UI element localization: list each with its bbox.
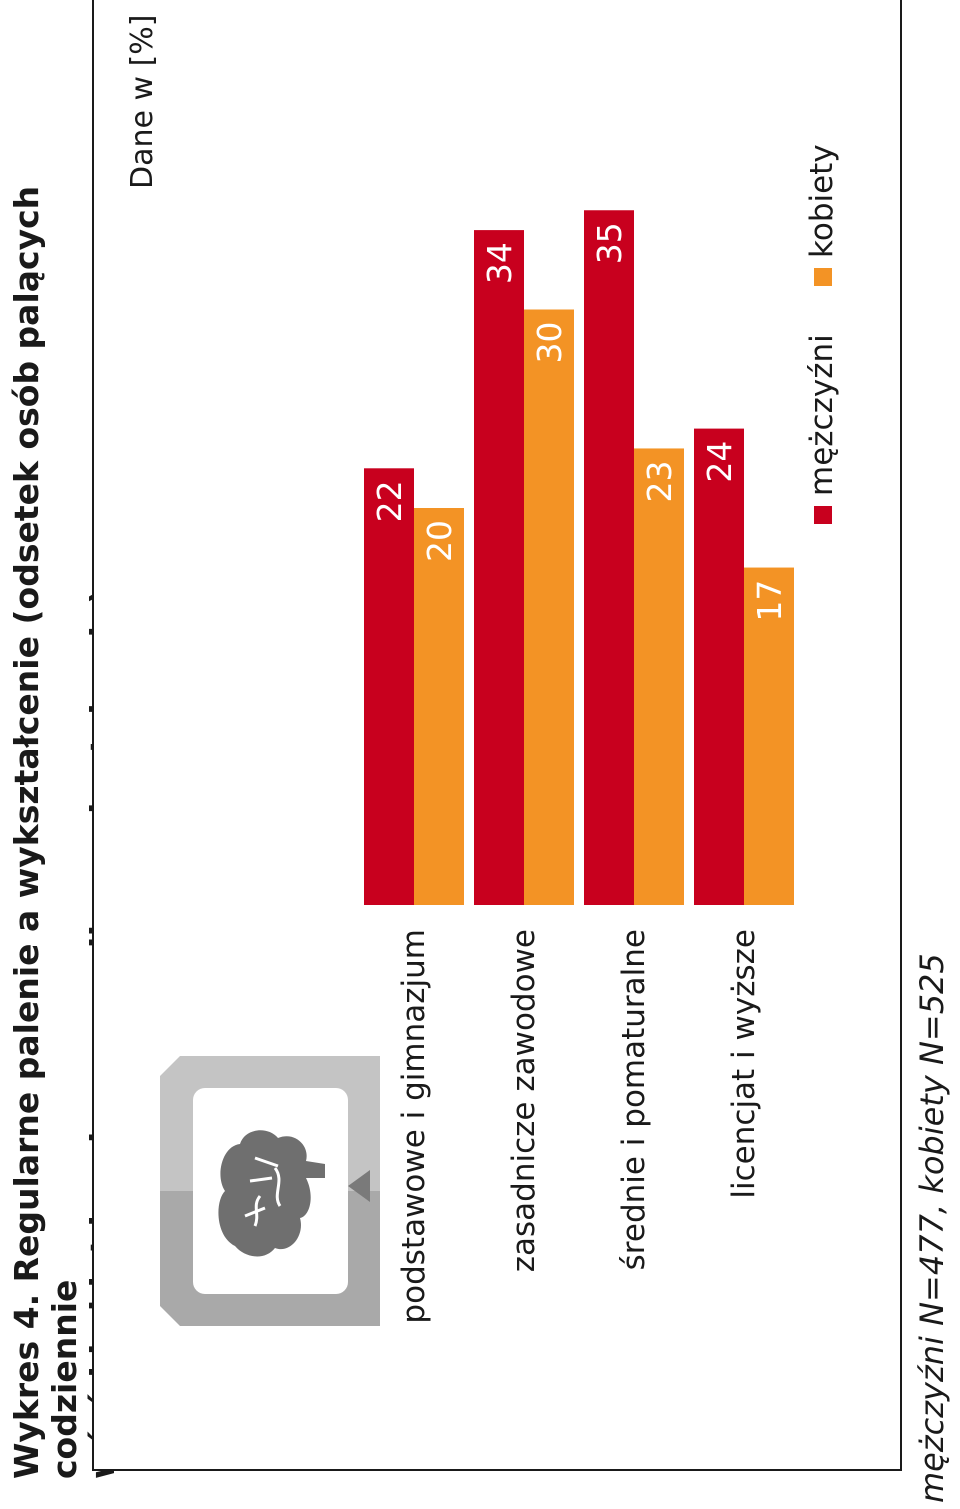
brain-icon [160, 1056, 380, 1326]
legend: mężczyźni kobiety [804, 144, 840, 524]
data-label: 20 [420, 520, 459, 562]
bar-women [414, 508, 464, 905]
category-label: średnie i pomaturalne [616, 929, 652, 1270]
data-label: 23 [640, 460, 679, 502]
chart-title-line-1: Wykres 4. Regularne palenie a wykształce… [7, 185, 84, 1479]
bar-men [474, 230, 524, 905]
bar-women [634, 448, 684, 905]
data-label: 30 [530, 322, 569, 364]
legend-label-men: mężczyźni [804, 334, 840, 496]
bar-men [584, 210, 634, 905]
bar-chart: Dane w [%] podstawowe i gimnazjum 22 20 zas… [125, 15, 840, 1326]
legend-swatch-men [814, 506, 832, 524]
bar-men [694, 428, 744, 905]
unit-label: Dane w [%] [125, 15, 160, 189]
category-label: zasadnicze zawodowe [506, 929, 542, 1272]
data-label: 35 [590, 222, 629, 264]
plot-area: podstawowe i gimnazjum 22 20 zasadnicze zaw… [364, 210, 794, 1324]
legend-swatch-women [814, 268, 832, 286]
data-label: 17 [750, 580, 789, 622]
brain-folds [244, 1156, 282, 1227]
icon-notch [160, 1306, 180, 1326]
icon-pointer [348, 1170, 370, 1202]
sample-size-note: mężczyźni N=477, kobiety N=525 [913, 953, 951, 1503]
brain-shape [218, 1130, 325, 1257]
category-label: licencjat i wyższe [726, 929, 762, 1199]
legend-label-women: kobiety [804, 144, 840, 258]
bar-women [524, 309, 574, 905]
chart-frame: Dane w [%] podstawowe i gimnazjum 22 20 zas… [92, 0, 902, 1471]
icon-notch [160, 1056, 180, 1076]
bar-women [744, 567, 794, 905]
category-label: podstawowe i gimnazjum [396, 929, 432, 1324]
data-label: 24 [700, 441, 739, 483]
data-label: 22 [370, 480, 409, 522]
bar-men [364, 468, 414, 905]
data-label: 34 [480, 242, 519, 284]
